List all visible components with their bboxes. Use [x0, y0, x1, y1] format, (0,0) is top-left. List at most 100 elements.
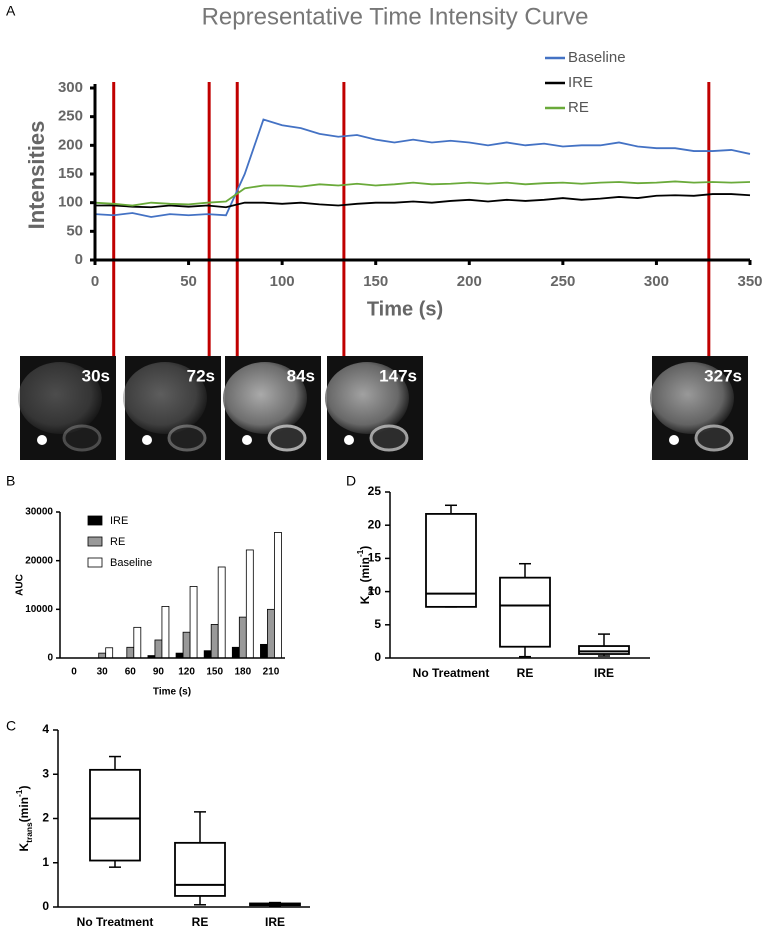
x-tick-label: 90	[153, 667, 165, 678]
box	[425, 513, 477, 608]
panel-label: B	[6, 473, 15, 489]
bar	[133, 626, 142, 659]
x-tick-label: RE	[192, 915, 209, 929]
x-tick-label: 120	[178, 667, 195, 678]
mri-organ	[325, 362, 409, 434]
bar	[238, 616, 247, 659]
thumbnail-label: 147s	[379, 366, 417, 385]
y-tick-label: 5	[374, 617, 381, 631]
panel-label: D	[346, 473, 356, 489]
y-tick-label: 2	[42, 811, 49, 825]
y-axis-label-part: ep	[365, 586, 375, 596]
y-axis-label-part: K	[17, 842, 31, 851]
y-tick-label: 50	[66, 222, 83, 239]
y-axis-label-part: -1	[355, 549, 365, 557]
y-axis-label: AUC	[15, 574, 26, 596]
legend-label: IRE	[110, 515, 128, 527]
y-tick-label: 100	[58, 194, 83, 211]
legend-label: RE	[110, 536, 125, 548]
y-tick-label: 30000	[25, 507, 53, 518]
mri-kidney	[167, 424, 207, 452]
y-tick-label: 0	[374, 650, 381, 664]
x-tick-label: No Treatment	[413, 666, 490, 680]
series-line	[94, 180, 751, 207]
series-line	[95, 193, 751, 209]
x-tick-label: 50	[180, 273, 197, 290]
y-tick-label: 10	[368, 584, 382, 598]
y-tick-label: 200	[58, 136, 83, 153]
y-axis-label: Intensities	[24, 121, 49, 230]
y-tick-label: 0	[75, 251, 83, 268]
bar	[217, 566, 226, 659]
x-tick-label: 210	[263, 667, 280, 678]
x-tick-label: 0	[91, 273, 99, 290]
bar	[210, 624, 219, 659]
x-tick-label: 150	[206, 667, 223, 678]
thumbnail-label: 327s	[704, 366, 742, 385]
x-tick-label: IRE	[265, 915, 285, 929]
mri-organ	[18, 362, 102, 434]
legend-label: RE	[568, 99, 589, 116]
mri-organ	[650, 362, 734, 434]
mri-kidney	[694, 424, 734, 452]
x-tick-label: 250	[550, 273, 575, 290]
panel-label: C	[6, 718, 16, 734]
x-tick-label: 150	[363, 273, 388, 290]
legend-label: IRE	[568, 74, 593, 91]
x-tick-label: 100	[270, 273, 295, 290]
x-tick-label: 60	[125, 667, 137, 678]
y-axis-label: Ktrans(min-1)	[14, 786, 34, 852]
box	[499, 576, 551, 648]
x-tick-label: 180	[234, 667, 251, 678]
x-axis-label: Time (s)	[153, 687, 191, 698]
bar	[189, 586, 198, 659]
y-axis-label-part: (min	[358, 557, 372, 586]
y-axis-label-part: )	[17, 786, 31, 790]
legend-label: Baseline	[568, 49, 626, 66]
mri-kidney	[62, 424, 102, 452]
y-tick-label: 150	[58, 165, 83, 182]
x-tick-label: 300	[644, 273, 669, 290]
x-tick-label: RE	[517, 666, 534, 680]
bar	[182, 631, 191, 659]
box	[578, 645, 630, 655]
y-axis-label-part: (min	[17, 797, 31, 822]
x-tick-label: IRE	[594, 666, 614, 680]
y-tick-label: 1	[42, 855, 49, 869]
bar	[231, 646, 240, 659]
x-tick-label: 0	[71, 667, 77, 678]
x-axis-label: Time (s)	[367, 298, 443, 320]
x-tick-label: 200	[457, 273, 482, 290]
bar	[274, 532, 282, 659]
y-tick-label: 20000	[25, 555, 53, 566]
y-tick-label: 0	[42, 899, 49, 913]
bar	[126, 646, 135, 659]
y-axis-label-part: )	[358, 546, 372, 550]
mri-organ	[223, 362, 307, 434]
y-tick-label: 300	[58, 79, 83, 96]
box	[174, 841, 226, 897]
bar	[161, 606, 170, 659]
y-tick-label: 4	[42, 722, 49, 736]
bar	[203, 650, 212, 659]
y-axis-label-part: trans	[24, 822, 34, 843]
mri-vessel	[37, 435, 47, 445]
mri-kidney	[267, 424, 307, 452]
y-axis-label-part: K	[358, 595, 372, 604]
y-axis-label: Kep (min-1)	[355, 546, 375, 605]
mri-kidney	[369, 424, 409, 452]
y-tick-label: 0	[47, 653, 53, 664]
thumbnail-label: 30s	[82, 366, 110, 385]
legend-swatch	[87, 536, 103, 547]
x-tick-label: 350	[737, 273, 762, 290]
legend-label: Baseline	[110, 557, 152, 569]
mri-vessel	[242, 435, 252, 445]
thumbnail-label: 84s	[287, 366, 315, 385]
y-tick-label: 3	[42, 766, 49, 780]
box	[89, 768, 141, 862]
x-tick-label: No Treatment	[77, 915, 154, 929]
series-line	[94, 118, 751, 218]
y-tick-label: 25	[368, 484, 382, 498]
bar	[105, 647, 114, 659]
